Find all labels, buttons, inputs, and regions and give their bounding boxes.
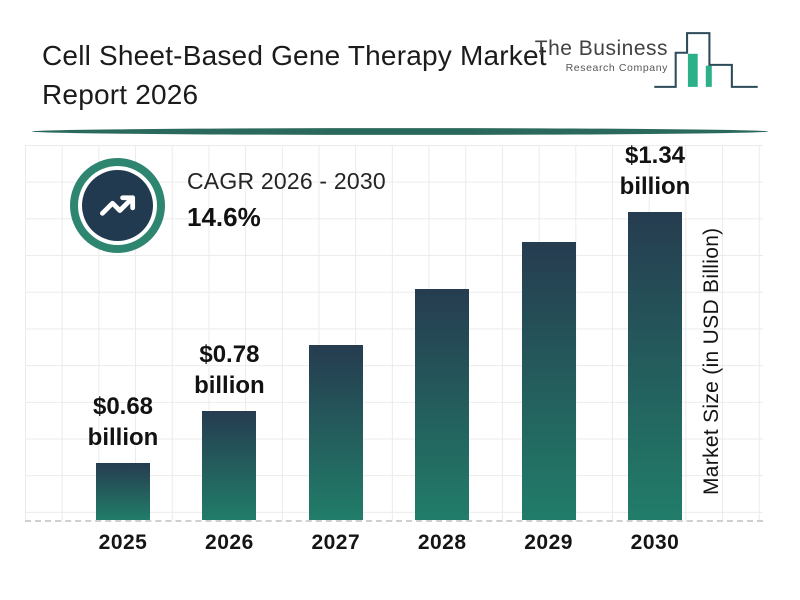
bar-chart-logo-icon (654, 32, 758, 88)
page-title: Cell Sheet-Based Gene Therapy Market Rep… (42, 36, 562, 114)
trending-up-icon (82, 170, 153, 241)
bar-2027 (308, 345, 363, 520)
x-axis-label-2029: 2029 (524, 531, 573, 554)
company-logo: The Business Research Company (535, 30, 758, 90)
bar-2025 (96, 463, 150, 520)
company-name: The Business (534, 37, 668, 60)
cagr-circle (70, 158, 165, 253)
cagr-badge: CAGR 2026 - 2030 14.6% (70, 158, 386, 253)
x-axis-label-2030: 2030 (630, 531, 680, 554)
company-logo-text: The Business Research Company (535, 37, 668, 74)
page-title-line2: Report 2026 (42, 79, 199, 110)
bar-value-label-2030: $1.34 billion (619, 142, 691, 200)
bar-value-label-2025: $0.68 billion (87, 393, 159, 451)
y-axis-label: Market Size (in USD Billion) (700, 227, 723, 495)
divider (32, 128, 768, 135)
bar-2028 (415, 289, 470, 520)
cagr-label: CAGR 2026 - 2030 (187, 168, 386, 194)
bar-2029 (521, 242, 576, 520)
cagr-texts: CAGR 2026 - 2030 14.6% (187, 168, 386, 233)
bar-chart: $0.68 billion 2025 $0.78 billion 2026 2027 2028… (25, 142, 763, 554)
company-subname: Research Company (565, 62, 668, 74)
bar-2030 (628, 212, 682, 520)
bar-2026 (202, 411, 257, 520)
cagr-circle-gap (78, 166, 157, 245)
x-axis-label-2025: 2025 (98, 531, 148, 554)
bar-value-label-2026: $0.78 billion (194, 341, 265, 399)
x-axis-label-2026: 2026 (205, 531, 254, 554)
x-axis-label-2027: 2027 (311, 531, 361, 554)
cagr-value: 14.6% (187, 202, 261, 232)
page-title-line1: Cell Sheet-Based Gene Therapy Market (42, 40, 547, 71)
x-axis-label-2028: 2028 (417, 531, 467, 554)
